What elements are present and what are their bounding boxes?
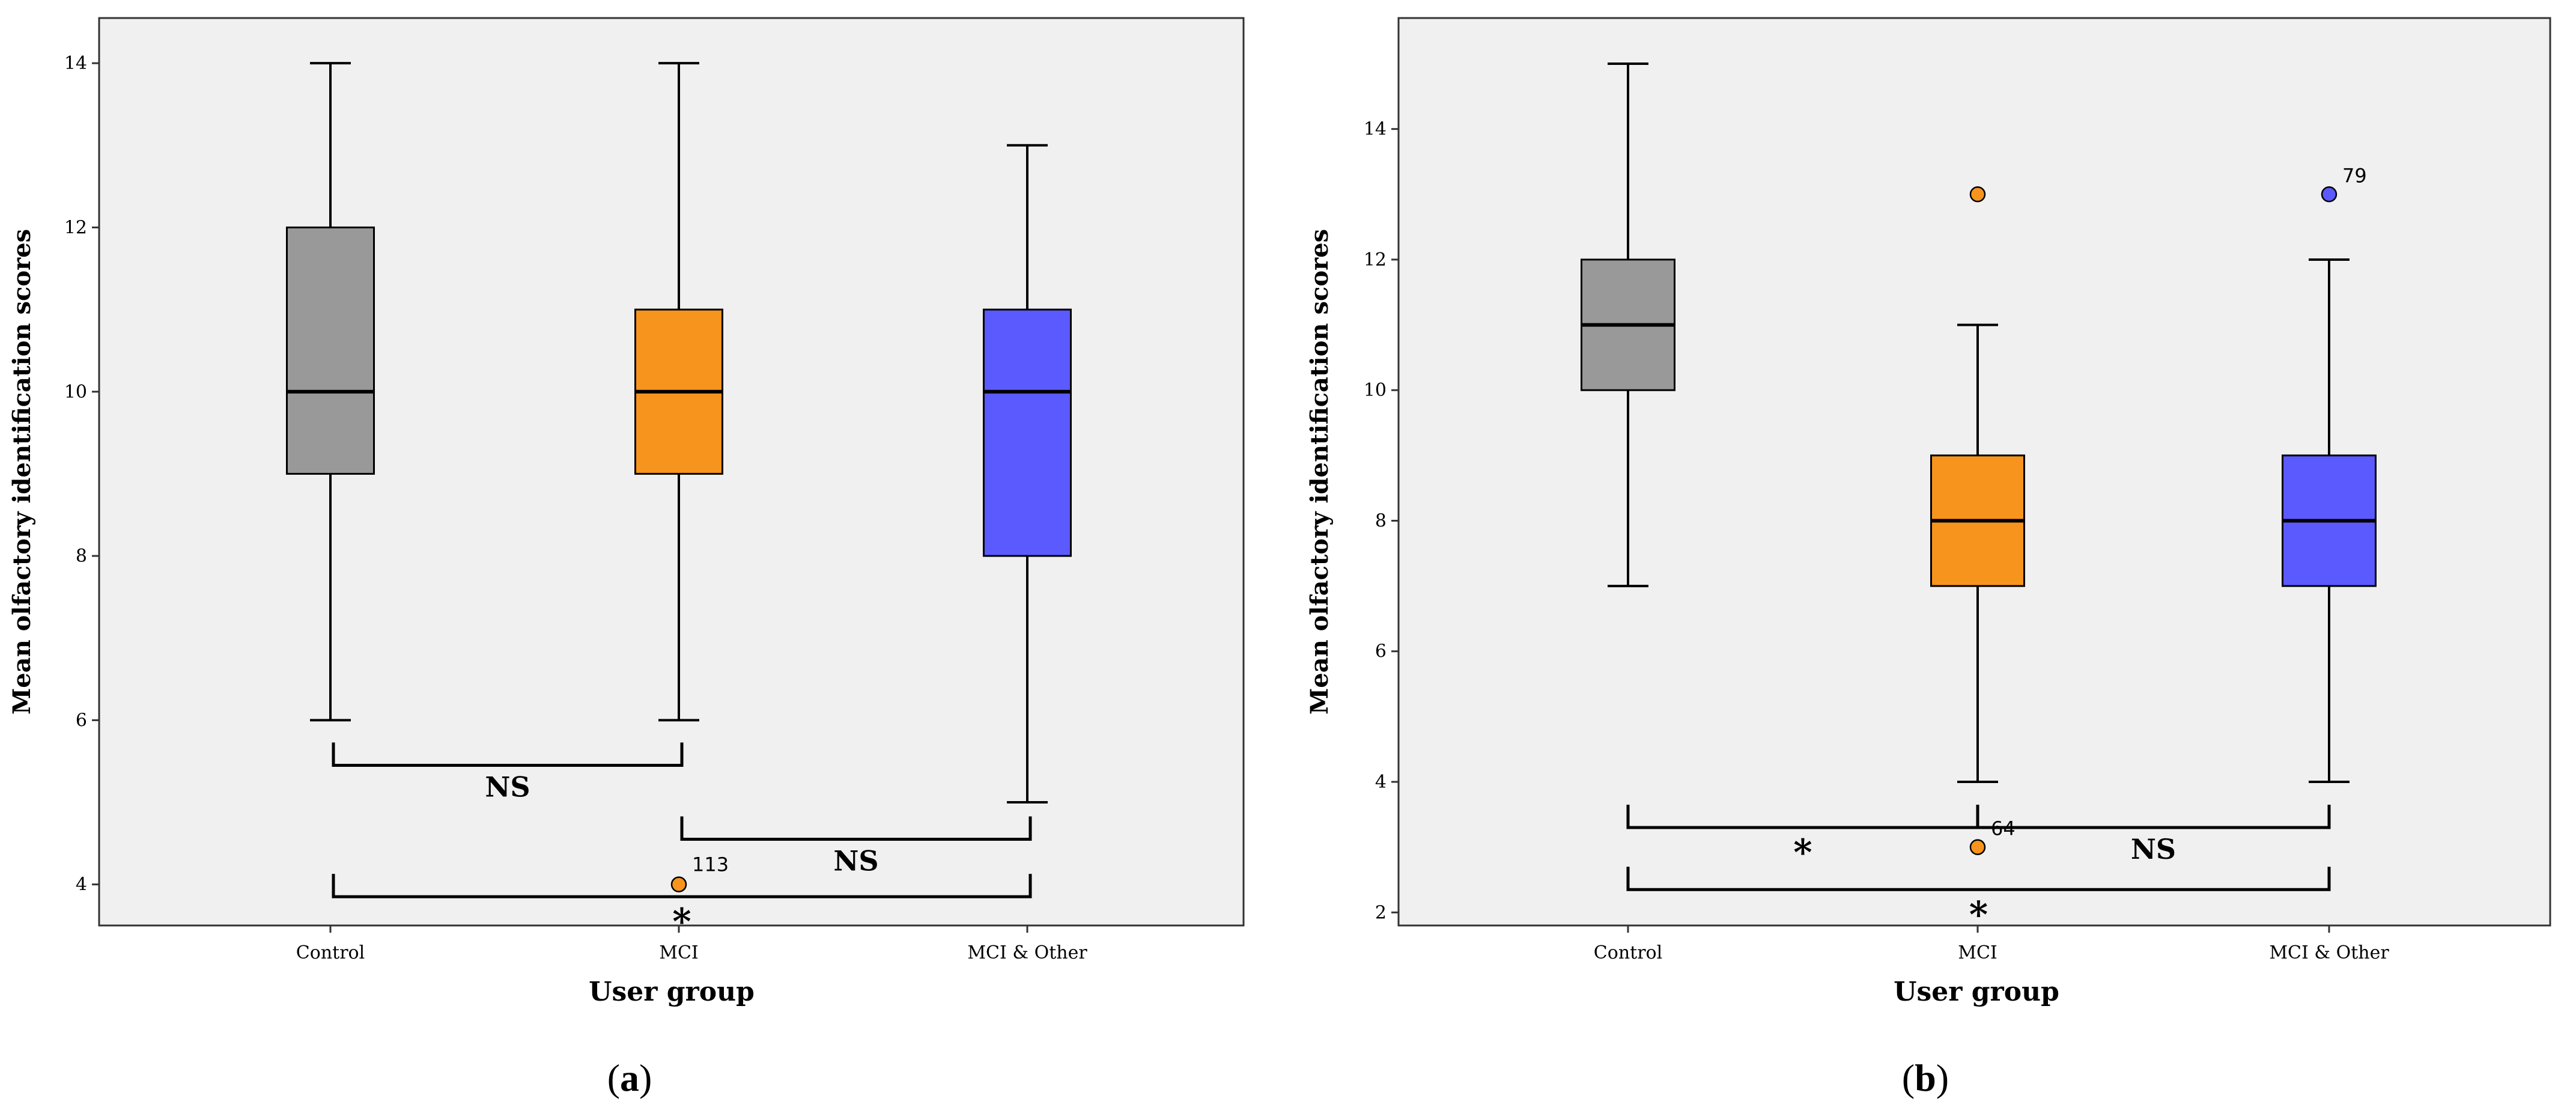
significance-bracket <box>1976 805 2331 829</box>
outlier-point <box>1969 186 1986 203</box>
caption-paren-open: ( <box>607 1056 620 1099</box>
significance-label: * <box>1793 832 1812 874</box>
caption-letter: b <box>1915 1056 1936 1099</box>
box-mci-other <box>983 308 1072 557</box>
significance-label: NS <box>2131 833 2176 865</box>
x-axis-title: User group <box>1894 977 2059 1007</box>
y-tick-label: 8 <box>76 546 87 567</box>
y-tick-label: 10 <box>1364 380 1387 401</box>
y-tick-label: 10 <box>64 382 87 403</box>
y-tick-label: 6 <box>1375 641 1387 662</box>
x-tick-label: MCI <box>659 942 699 963</box>
significance-label: NS <box>485 771 530 803</box>
caption-paren-close: ) <box>639 1056 652 1099</box>
panel-caption: (b) <box>1902 1056 1949 1099</box>
y-axis-title: Mean olfactory identification scores <box>8 229 36 715</box>
y-tick-label: 8 <box>1375 510 1387 531</box>
significance-bracket <box>332 874 1032 898</box>
y-tick-label: 6 <box>76 710 87 731</box>
x-tick-label: MCI & Other <box>967 942 1087 963</box>
y-tick-label: 12 <box>64 217 87 238</box>
significance-label: NS <box>833 845 878 877</box>
x-tick-label: MCI <box>1958 942 1997 963</box>
outlier-point <box>670 876 687 892</box>
panel-caption: (a) <box>607 1056 652 1099</box>
outlier-point <box>2321 186 2338 203</box>
panel-a: 4 6 8 10 12 14 Control MCI MCI & Other 113 NS NS * Us… <box>8 17 1245 1099</box>
x-axis-title: User group <box>589 977 755 1007</box>
y-tick-label: 4 <box>76 874 87 895</box>
y-tick-label: 2 <box>1375 902 1387 923</box>
outlier-label: 79 <box>2342 164 2367 187</box>
y-axis-title: Mean olfactory identification scores <box>1305 229 1334 715</box>
outlier-point <box>1969 839 1986 855</box>
significance-bracket <box>1626 867 2331 891</box>
significance-label: * <box>1969 894 1988 936</box>
caption-paren-open: ( <box>1902 1056 1915 1099</box>
significance-bracket <box>332 742 684 767</box>
x-tick-label: MCI & Other <box>2269 942 2389 963</box>
box-control <box>286 226 375 475</box>
y-tick-label: 14 <box>1364 119 1387 140</box>
outlier-label: 113 <box>692 853 729 876</box>
x-tick-label: Control <box>296 942 365 963</box>
y-tick-label: 4 <box>1375 772 1387 793</box>
significance-bracket <box>680 816 1032 841</box>
caption-letter: a <box>620 1056 639 1099</box>
x-tick-label: Control <box>1594 942 1662 963</box>
caption-paren-close: ) <box>1936 1056 1949 1099</box>
y-tick-label: 14 <box>64 53 87 74</box>
significance-label: * <box>672 901 691 943</box>
y-tick-label: 12 <box>1364 249 1387 270</box>
